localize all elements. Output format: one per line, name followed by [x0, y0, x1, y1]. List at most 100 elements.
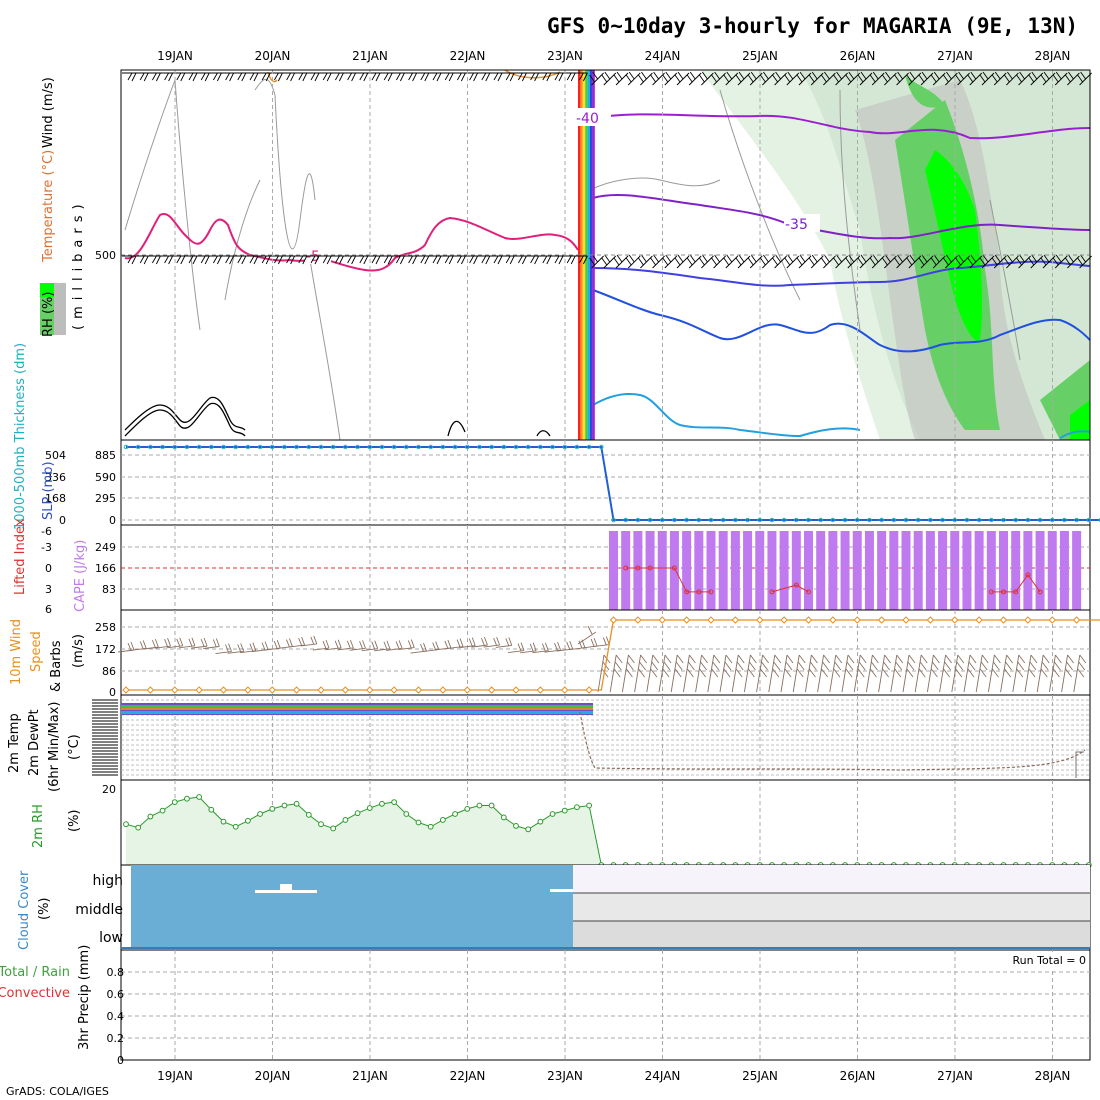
- rh2m-point: [427, 823, 434, 830]
- wind-barb: [158, 72, 174, 82]
- cloud-level-label: middle: [75, 902, 123, 918]
- wind-barb: [573, 72, 588, 82]
- date-label-bottom: 20JAN: [255, 1069, 291, 1083]
- wind-barb: [918, 254, 934, 269]
- cape-tick: 83: [102, 583, 116, 596]
- wind-barb: [833, 71, 848, 86]
- cape-bar: [938, 531, 948, 610]
- wind-barb: [865, 654, 879, 693]
- label-temperature: Temperature (°C): [41, 150, 56, 263]
- wind-barb: [943, 71, 958, 86]
- wind-barb: [747, 71, 763, 86]
- wind-barb: [166, 637, 184, 649]
- wind-speed-marker: [244, 686, 252, 694]
- wind-speed-marker: [146, 686, 155, 694]
- wind-barb: [402, 72, 418, 82]
- wind-barb: [784, 254, 800, 269]
- footer-credit: GrADS: COLA/IGES: [6, 1085, 109, 1098]
- rh2m-point: [196, 794, 203, 800]
- li-point: [647, 565, 653, 571]
- wind-speed-marker: [682, 616, 691, 624]
- wind-barb: [674, 71, 690, 86]
- date-label-top: 22JAN: [450, 49, 486, 63]
- wind-speed-marker: [561, 686, 569, 694]
- label-barbs: & Barbs: [49, 640, 64, 692]
- wind-tick: 86: [102, 665, 116, 678]
- label-3hr-precip: 3hr Precip (mm): [77, 945, 92, 1050]
- slp-point: [1062, 517, 1067, 523]
- wind-barb: [1065, 254, 1080, 269]
- wind-barb: [699, 71, 714, 86]
- wind-barb: [227, 643, 245, 654]
- rh2m-point: [135, 824, 142, 831]
- cloud-level-label: low: [99, 930, 123, 946]
- slp-point: [915, 517, 921, 523]
- li-point: [696, 589, 702, 595]
- date-label-top: 24JAN: [645, 49, 681, 63]
- date-label-bottom: 28JAN: [1035, 1069, 1071, 1083]
- wind-barb: [268, 255, 283, 265]
- lightblue-contour: [592, 392, 861, 438]
- date-label-top: 27JAN: [937, 49, 973, 63]
- grid-upper: [174, 70, 1053, 440]
- li-tick: 0: [45, 562, 52, 575]
- wind-barb: [500, 255, 515, 265]
- wind-barb: [1040, 254, 1056, 269]
- slp-point: [599, 444, 604, 450]
- wind-barb: [650, 254, 665, 269]
- wind-barb: [625, 254, 641, 269]
- cape-bar: [986, 531, 996, 610]
- wind-barb: [207, 255, 222, 265]
- wind-barb: [512, 255, 527, 265]
- rh2m-point: [391, 799, 398, 805]
- wind-barb: [975, 654, 989, 693]
- slp-tick: 885: [95, 449, 116, 462]
- wind-barb: [256, 72, 271, 82]
- cape-bar: [877, 531, 887, 610]
- slp-point: [940, 517, 945, 523]
- wind-speed-marker: [756, 616, 764, 624]
- wind-barb: [1016, 254, 1031, 269]
- slp-point: [964, 517, 970, 523]
- wind-barb: [219, 255, 235, 265]
- wind-speed-marker: [585, 686, 593, 694]
- wind-speed-marker: [707, 616, 715, 624]
- label-thickness: 1000-500mb Thickness (dm): [13, 343, 28, 530]
- slp-point: [903, 517, 909, 523]
- wind-barb: [829, 654, 843, 693]
- li-point: [793, 582, 799, 588]
- wind-barb: [682, 654, 696, 693]
- wind-speed-marker: [390, 686, 398, 694]
- slp-point: [1049, 517, 1055, 523]
- slp-point: [952, 517, 958, 523]
- wind-speed-marker: [902, 616, 910, 624]
- slp-point: [550, 444, 555, 450]
- slp-point: [306, 444, 312, 450]
- slp-tick: 590: [95, 471, 116, 484]
- slp-point: [867, 517, 872, 523]
- slp-point: [684, 517, 689, 523]
- cape-tick: 166: [95, 562, 116, 575]
- slp-point: [733, 517, 738, 523]
- wind-barb: [808, 254, 824, 269]
- slp-point: [123, 444, 129, 450]
- wind-barb: [414, 255, 430, 265]
- rh2m-point: [123, 821, 129, 828]
- wind-barb: [967, 254, 983, 269]
- contour-label-minus5: -5: [306, 249, 320, 265]
- date-axis-bottom: 19JAN 20JAN 21JAN 22JAN 23JAN 24JAN 25JAN 26JAN…: [157, 1069, 1070, 1083]
- wind-barb: [536, 255, 552, 265]
- wind-barb: [402, 255, 418, 265]
- label-rh-units: (%): [67, 810, 82, 833]
- wind-barb: [845, 254, 861, 269]
- wind-speed-marker: [975, 616, 983, 624]
- wind-barb: [386, 640, 403, 651]
- contour-label-minus35: -35: [785, 217, 808, 233]
- wind-barb: [341, 72, 357, 82]
- wind-barb: [215, 643, 232, 654]
- rh2m-point: [159, 807, 166, 814]
- wind-barb: [1028, 254, 1044, 269]
- wind-barb: [821, 71, 836, 86]
- wind-barb: [601, 71, 617, 86]
